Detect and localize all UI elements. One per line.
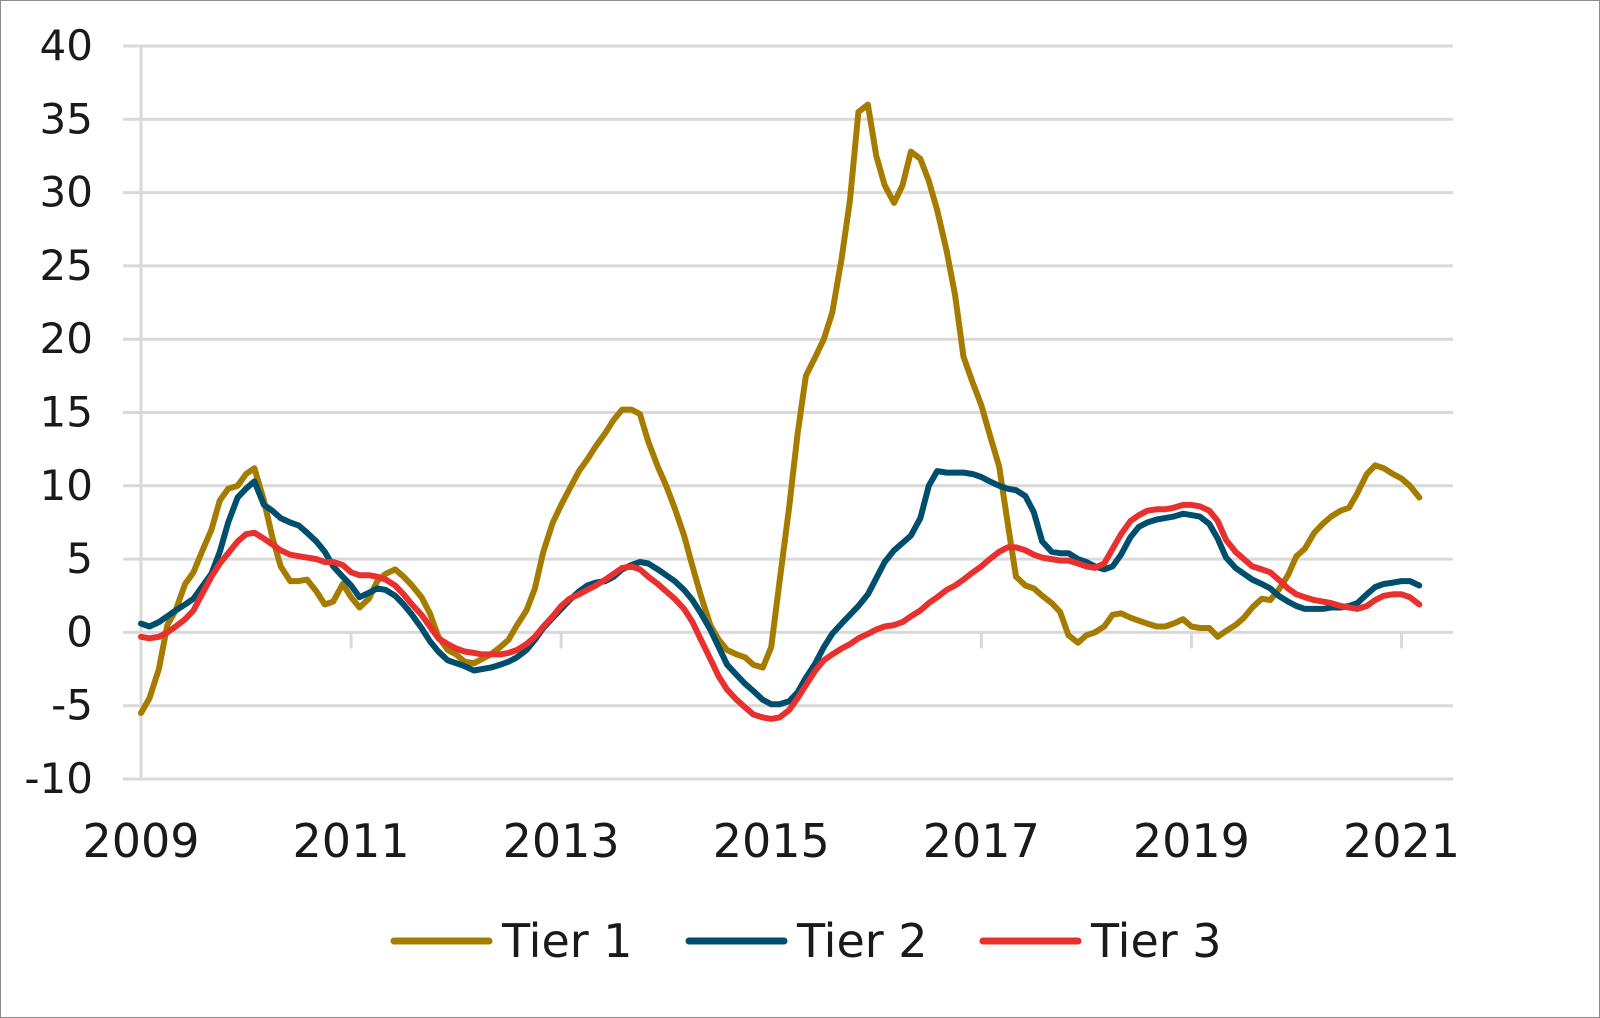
axes (139, 46, 1403, 779)
y-tick-label: 20 (40, 314, 93, 363)
legend-label: Tier 3 (1090, 914, 1222, 968)
legend-item-tier-3: Tier 3 (979, 914, 1222, 968)
y-tick-label: 15 (40, 388, 93, 437)
y-tick-label: 25 (40, 241, 93, 290)
x-tick-label: 2019 (1133, 814, 1250, 868)
y-tick-labels: -10 -5 0 5 10 15 20 25 30 35 40 (24, 21, 93, 803)
legend-item-tier-1: Tier 1 (390, 914, 633, 968)
legend: Tier 1 Tier 2 Tier 3 (390, 914, 1222, 968)
x-tick-label: 2021 (1343, 814, 1460, 868)
y-tick-label: 5 (66, 534, 93, 583)
x-tick-label: 2017 (923, 814, 1040, 868)
y-tick-label: 30 (40, 168, 93, 217)
x-tick-label: 2011 (293, 814, 410, 868)
y-tick-label: -10 (24, 754, 93, 803)
series-line-tier-2 (138, 468, 1423, 708)
x-tick-label: 2009 (82, 814, 199, 868)
series-lines (138, 101, 1423, 722)
series-line-tier-1 (138, 101, 1423, 716)
x-tick-label: 2013 (503, 814, 620, 868)
legend-label: Tier 1 (501, 914, 633, 968)
legend-item-tier-2: Tier 2 (685, 914, 928, 968)
x-tick-labels: 2009 2011 2013 2015 2017 2019 2021 (82, 814, 1460, 868)
gridlines (123, 44, 1453, 781)
y-tick-label: 10 (40, 461, 93, 510)
y-tick-label: 0 (66, 607, 93, 656)
y-tick-label: -5 (51, 681, 93, 730)
legend-label: Tier 2 (796, 914, 928, 968)
y-tick-label: 40 (40, 21, 93, 70)
y-tick-label: 35 (40, 94, 93, 143)
series-line-tier-3 (138, 501, 1423, 722)
x-tick-label: 2015 (713, 814, 830, 868)
